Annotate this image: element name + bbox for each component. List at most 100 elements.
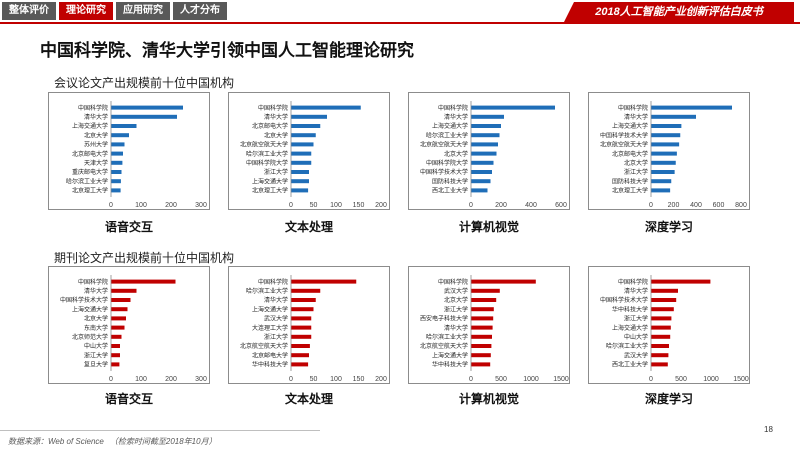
chart-conference-text: 中国科学院 清华大学 北京邮电大学 北京大学 北京航空航天大学 哈尔滨工业大学 中国科学院大… [228,92,390,210]
x-tick-label: 1000 [523,376,539,383]
bar [291,279,357,284]
category-label: 上海交通大学 [252,177,288,185]
chart-journal-speech: 中国科学院 清华大学 中国科学技术大学 上海交通大学 北京大学 东南大学 北京师范大学 中山大… [48,266,210,384]
chart-label-conference-deep-learning: 深度学习 [644,220,693,234]
x-tick-label: 100 [330,376,342,383]
bar [651,133,681,138]
tab-talent[interactable]: 人才分布 [173,2,227,20]
category-label: 北京邮电大学 [252,351,288,359]
category-label: 华中科技大学 [252,361,288,369]
x-tick-label: 200 [165,202,177,209]
footer-divider [0,430,320,431]
bar [111,316,126,321]
bar [291,124,321,128]
bar [651,325,671,330]
x-tick-label: 1500 [733,376,749,383]
bar [651,105,732,110]
x-tick-label: 200 [165,376,177,383]
x-tick-label: 0 [649,376,653,383]
bar [471,142,498,147]
bar [111,160,123,165]
category-label: 北京理工大学 [612,187,648,195]
bar [471,160,494,165]
bar [651,316,672,321]
bar [651,179,672,184]
bar [651,307,674,312]
bar [651,114,696,119]
category-label: 北京邮电大学 [252,122,288,130]
x-tick-label: 1500 [553,376,569,383]
category-label: 武汉大学 [264,315,288,323]
bar [471,334,492,339]
category-label: 北京理工大学 [72,187,108,195]
category-label: 浙江大学 [264,333,288,341]
bar [471,316,494,321]
bar [291,133,316,138]
category-label: 中山大学 [84,342,108,350]
category-label: 清华大学 [444,324,468,332]
bar [111,142,125,147]
data-source: 数据来源：Web of Science （检索时间截至2018年10月） [8,436,223,447]
category-label: 北京大学 [264,131,288,139]
category-label: 北京大学 [84,315,108,323]
category-label: 西北工业大学 [432,187,468,195]
tab-overall[interactable]: 整体评价 [2,2,56,20]
bar [111,334,122,339]
chart-conference-vision: 中国科学院 清华大学 上海交通大学 哈尔滨工业大学 北京航空航天大学 北京大学 中国科学院大… [408,92,570,210]
category-label: 浙江大学 [624,168,648,176]
category-label: 浙江大学 [444,305,468,313]
x-tick-label: 150 [353,202,365,209]
x-tick-label: 200 [668,202,680,209]
bar [111,325,125,330]
category-label: 上海交通大学 [432,351,468,359]
x-tick-label: 0 [289,376,293,383]
category-label: 天津大学 [84,159,108,167]
category-label: 苏州大学 [84,141,108,149]
bar [291,170,309,174]
tab-application[interactable]: 应用研究 [116,2,170,20]
bar [111,179,121,184]
category-label: 哈尔滨工业大学 [66,177,108,185]
category-label: 哈尔滨工业大学 [426,333,468,341]
category-label: 中国科学院 [258,104,288,112]
bar [651,344,669,348]
bar [471,325,493,330]
x-tick-label: 100 [135,376,147,383]
category-label: 中国科学技术大学 [600,131,648,139]
bar [111,288,137,293]
bar [651,170,675,174]
category-label: 重庆邮电大学 [72,168,108,176]
bar [291,160,312,165]
bar [291,151,312,156]
bar [651,298,677,302]
chart-conference-speech: 中国科学院 清华大学 上海交通大学 北京大学 苏州大学 北京邮电大学 天津大学 重庆邮电大学哈… [48,92,210,210]
bar [111,344,120,348]
category-label: 武汉大学 [624,351,648,359]
x-tick-label: 50 [310,202,318,209]
x-tick-label: 200 [375,202,387,209]
x-tick-label: 0 [649,202,653,209]
bar [651,362,668,367]
category-label: 清华大学 [444,113,468,121]
bar [111,307,128,312]
bar [291,353,309,358]
category-label: 北京师范大学 [72,333,108,341]
bar [471,298,497,302]
tab-theory[interactable]: 理论研究 [59,2,113,20]
source-note: （检索时间截至2018年10月） [109,437,217,446]
category-label: 中国科学技术大学 [60,296,108,304]
bar [471,288,500,293]
brand-banner: 2018人工智能产业创新评估白皮书 [564,2,794,22]
bar [651,188,671,193]
category-label: 清华大学 [624,113,648,121]
x-tick-label: 150 [353,376,365,383]
category-label: 哈尔滨工业大学 [426,131,468,139]
x-tick-label: 200 [375,376,387,383]
x-tick-label: 400 [525,202,537,209]
bar [291,188,309,193]
x-tick-label: 600 [713,202,725,209]
x-tick-label: 500 [675,376,687,383]
bar [291,142,314,147]
x-tick-label: 300 [195,376,207,383]
bar [111,124,137,128]
